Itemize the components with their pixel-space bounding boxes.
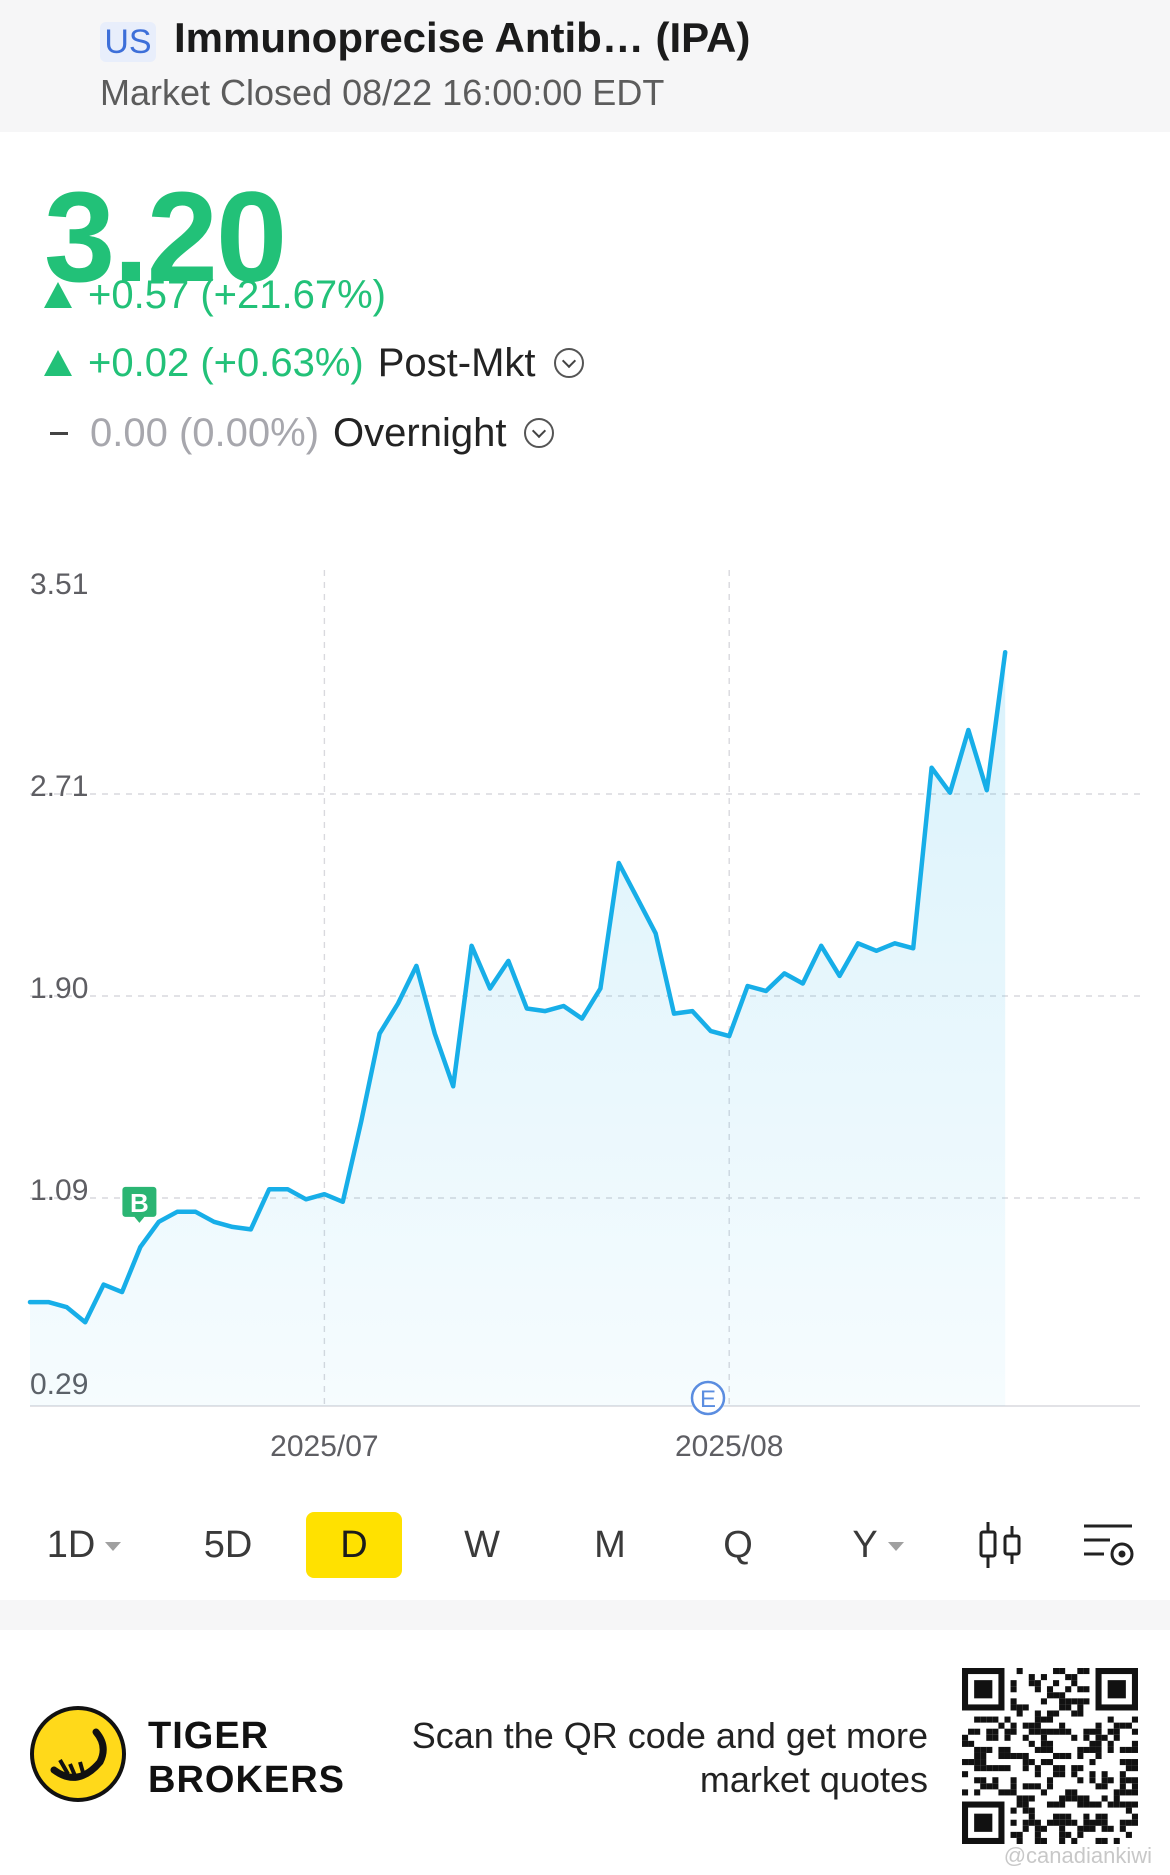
overnight-label: Overnight [333, 410, 507, 455]
period-d-label: D [340, 1524, 368, 1566]
day-change-row: +0.57 (+21.67%) [44, 270, 386, 320]
section-divider [0, 1600, 1170, 1630]
buy-marker-icon [122, 1186, 157, 1223]
scan-qr-text: Scan the QR code and get more market quo… [411, 1715, 928, 1800]
period-q-label: Q [723, 1524, 753, 1566]
chevron-down-icon[interactable] [524, 418, 555, 448]
x-tick-label: 2025/08 [675, 1430, 783, 1460]
caret-down-icon [887, 1542, 904, 1552]
qr-code[interactable] [962, 1668, 1138, 1844]
buy-marker-label: B [130, 1188, 149, 1218]
stock-name[interactable]: Immunoprecise Antib… (IPA) [174, 14, 751, 61]
period-1d[interactable]: 1D [36, 1512, 132, 1578]
market-badge: US [100, 22, 156, 62]
price-area-fill [30, 652, 1006, 1406]
watermark: @canadiankiwi [1003, 1843, 1152, 1868]
tiger-logo-icon [50, 1728, 107, 1781]
period-y[interactable]: Y [830, 1512, 926, 1578]
tiger-brokers-logo [30, 1706, 126, 1802]
brand-name: TIGER BROKERS [148, 1714, 345, 1802]
post-market-label: Post-Mkt [377, 340, 536, 385]
y-tick-label: 3.51 [30, 568, 88, 601]
period-q[interactable]: Q [702, 1512, 774, 1578]
earnings-marker-label: E [700, 1386, 716, 1413]
period-w[interactable]: W [446, 1512, 518, 1578]
period-m-label: M [594, 1524, 626, 1566]
period-d[interactable]: D [306, 1512, 402, 1578]
caret-down-icon [105, 1542, 122, 1552]
period-y-label: Y [852, 1524, 878, 1566]
y-tick-label: 1.09 [30, 1174, 88, 1207]
price-line [27, 649, 1008, 1325]
header-bar: US Immunoprecise Antib… (IPA) Market Clo… [0, 0, 1170, 132]
overnight-row[interactable]: 0.00 (0.00%) Overnight [44, 408, 555, 458]
share-footer: TIGER BROKERS Scan the QR code and get m… [0, 1630, 1170, 1875]
brand-line-1: TIGER [148, 1715, 270, 1757]
up-arrow-icon [44, 350, 72, 376]
brand-line-2: BROKERS [148, 1759, 346, 1801]
period-5d-label: 5D [203, 1524, 253, 1566]
day-change: +0.57 (+21.67%) [88, 272, 386, 317]
overnight-change: 0.00 (0.00%) [90, 410, 320, 455]
chart-settings-icon[interactable] [1080, 1522, 1136, 1568]
period-m[interactable]: M [574, 1512, 646, 1578]
last-price: 3.20 [44, 166, 287, 309]
chevron-down-icon[interactable] [553, 348, 584, 378]
up-arrow-icon [44, 282, 72, 308]
period-selector: 1D 5D D W M Q Y [0, 1512, 1170, 1578]
y-tick-label: 1.90 [30, 972, 88, 1005]
candlestick-icon[interactable] [976, 1520, 1024, 1570]
period-1d-label: 1D [46, 1524, 96, 1566]
period-w-label: W [464, 1524, 500, 1566]
flat-dash-icon [50, 431, 68, 435]
market-status: Market Closed 08/22 16:00:00 EDT [100, 72, 665, 113]
y-tick-label: 2.71 [30, 770, 88, 803]
x-tick-label: 2025/07 [270, 1430, 378, 1460]
earnings-marker-icon [690, 1380, 726, 1416]
period-5d[interactable]: 5D [190, 1512, 266, 1578]
post-market-row[interactable]: +0.02 (+0.63%) Post-Mkt [44, 338, 584, 388]
post-market-change: +0.02 (+0.63%) [88, 340, 364, 385]
